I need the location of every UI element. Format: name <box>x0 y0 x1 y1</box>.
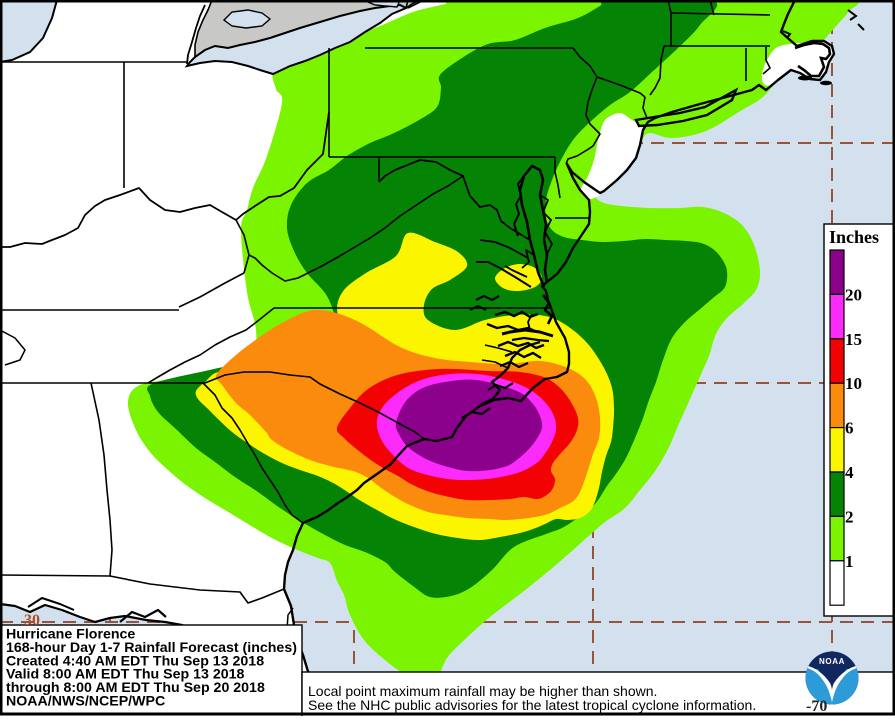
svg-text:15: 15 <box>845 330 862 349</box>
svg-text:Inches: Inches <box>829 227 879 247</box>
svg-text:4: 4 <box>845 463 854 482</box>
svg-text:Created 4:40 AM EDT Thu Sep 13: Created 4:40 AM EDT Thu Sep 13 2018 <box>6 653 264 669</box>
svg-text:-70: -70 <box>806 698 827 715</box>
svg-text:NOAA/NWS/NCEP/WPC: NOAA/NWS/NCEP/WPC <box>6 694 165 710</box>
svg-text:30: 30 <box>24 612 40 629</box>
svg-text:1: 1 <box>845 552 854 571</box>
svg-text:168-hour Day 1-7 Rainfall Fore: 168-hour Day 1-7 Rainfall Forecast (inch… <box>6 640 297 656</box>
svg-text:through 8:00 AM EDT Thu Sep 20: through 8:00 AM EDT Thu Sep 20 2018 <box>6 680 265 696</box>
svg-text:Valid 8:00 AM EDT Thu Sep 13 2: Valid 8:00 AM EDT Thu Sep 13 2018 <box>6 667 244 683</box>
svg-text:10: 10 <box>845 374 862 393</box>
svg-text:NOAA: NOAA <box>819 657 845 666</box>
svg-text:Hurricane Florence: Hurricane Florence <box>6 627 135 643</box>
svg-text:Local point maximum rainfall m: Local point maximum rainfall may be high… <box>308 683 657 699</box>
svg-text:See the NHC public advisories: See the NHC public advisories for the la… <box>308 697 756 713</box>
svg-text:6: 6 <box>845 419 854 438</box>
svg-text:20: 20 <box>845 285 862 304</box>
svg-text:2: 2 <box>845 507 854 526</box>
